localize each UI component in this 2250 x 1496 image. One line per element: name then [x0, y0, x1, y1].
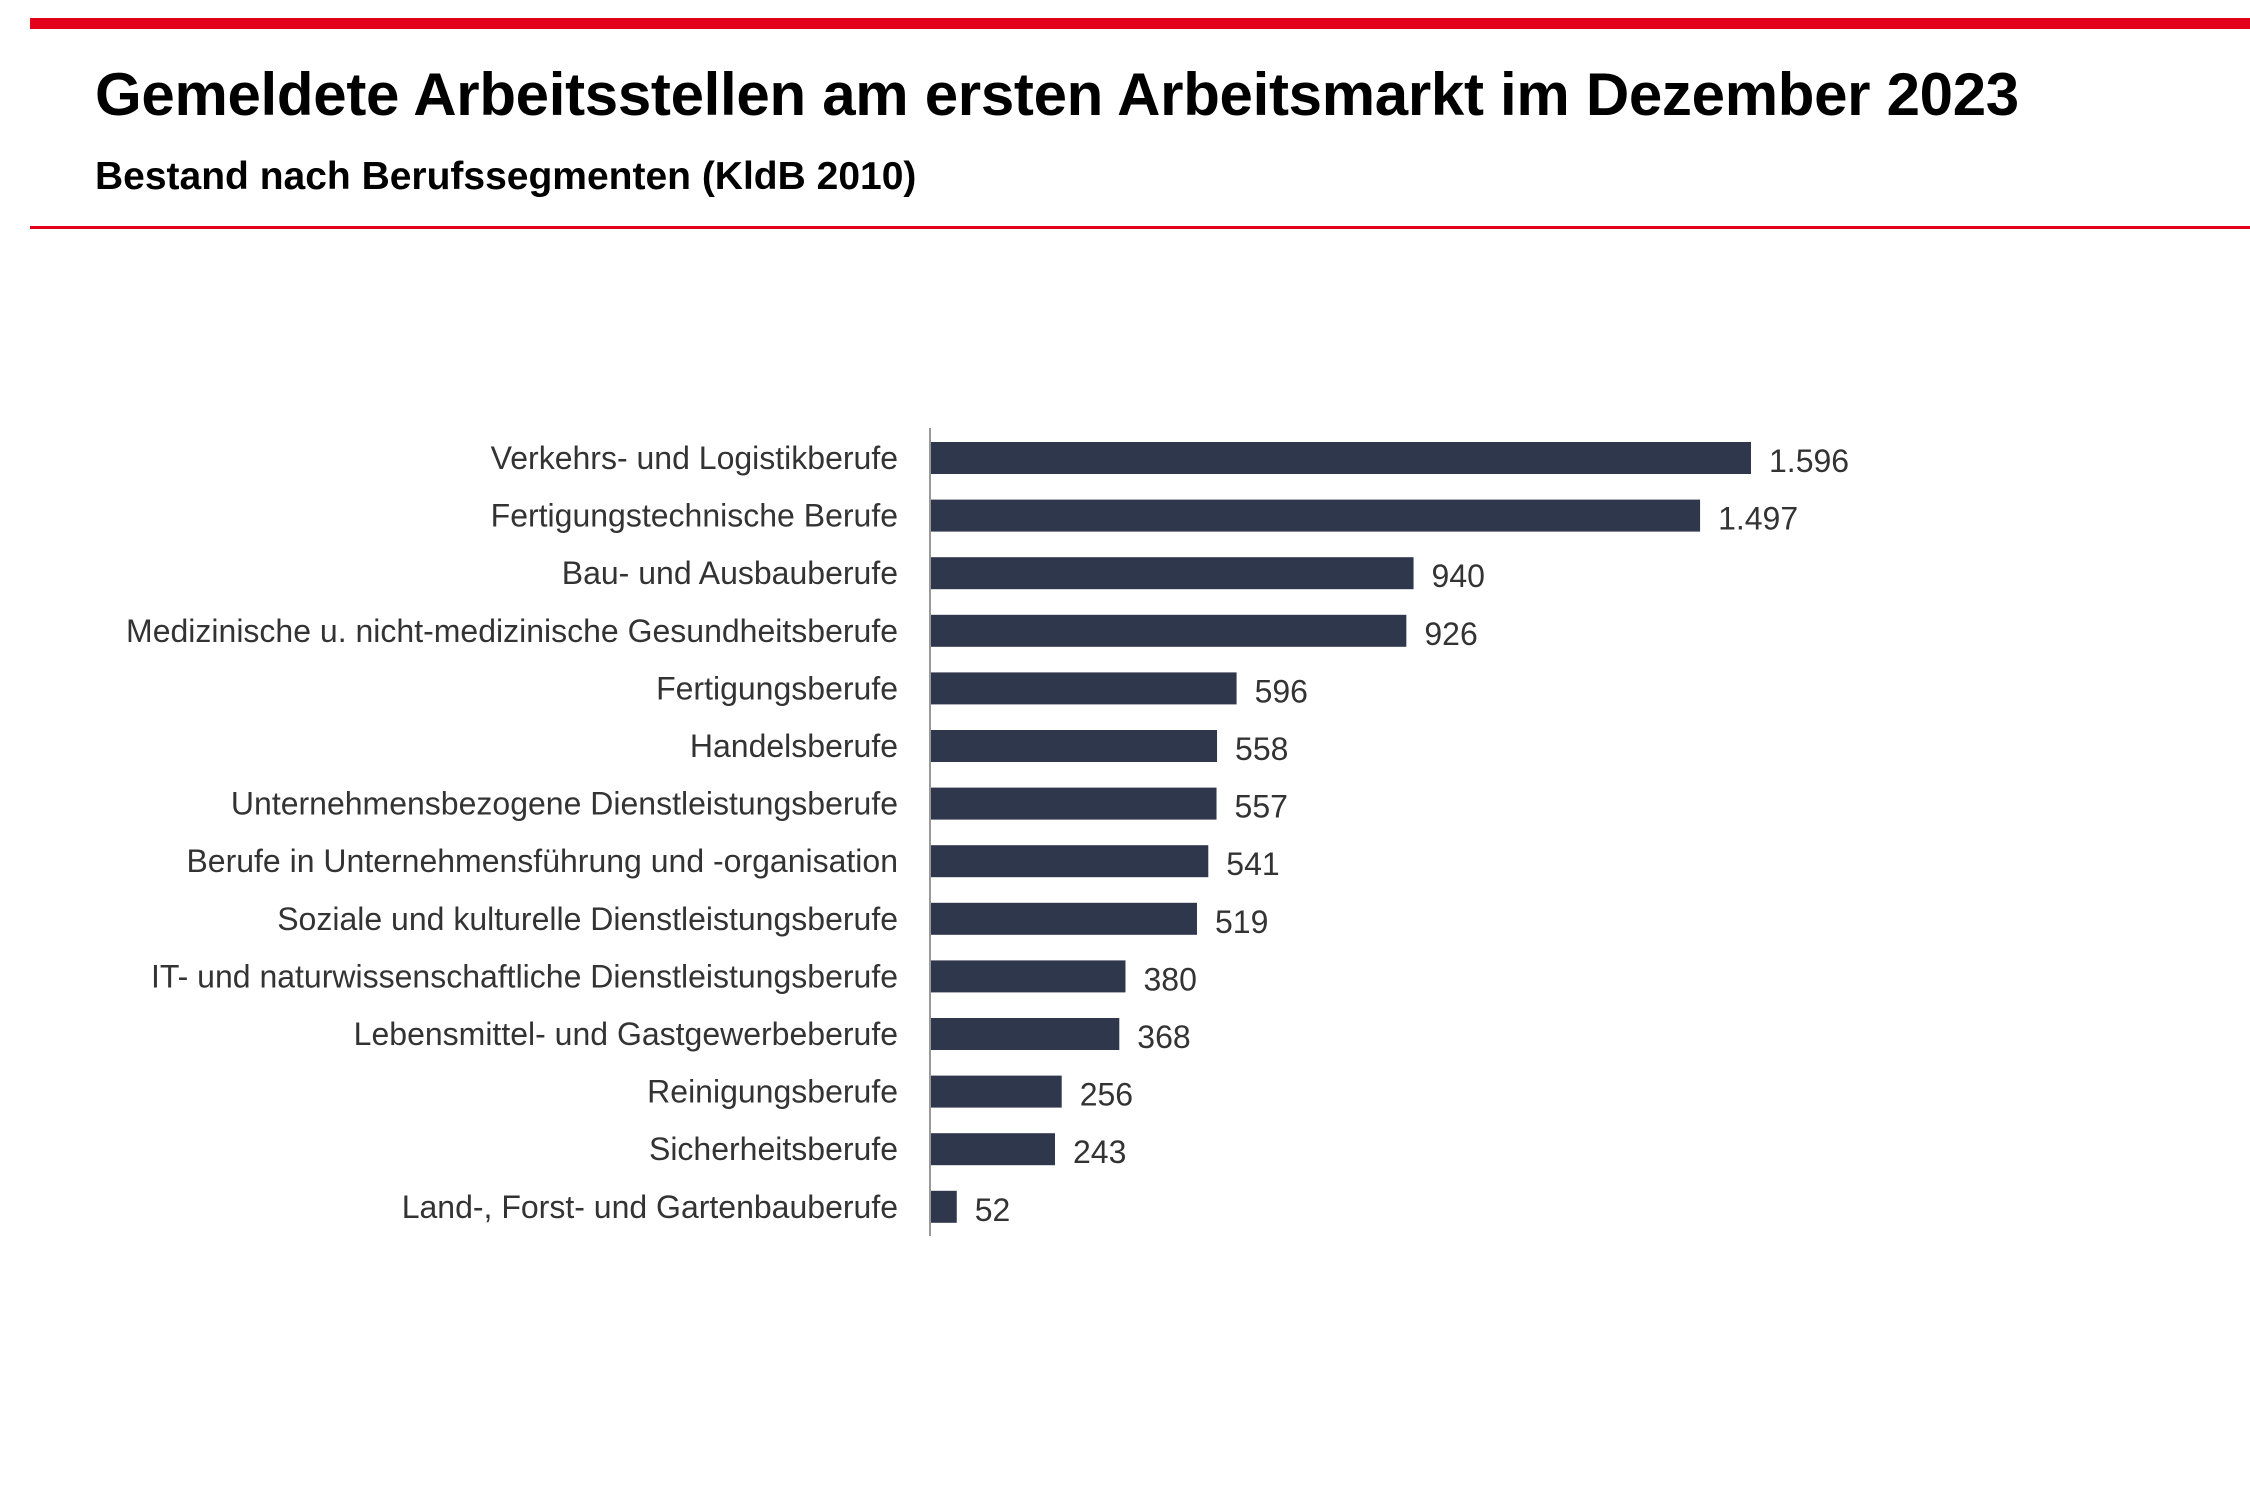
category-label: Verkehrs- und Logistikberufe	[491, 440, 898, 476]
top-accent-bar	[30, 18, 2250, 29]
bar	[930, 730, 1218, 762]
data-label: 926	[1424, 616, 1477, 652]
bar	[930, 499, 1701, 532]
category-label: Berufe in Unternehmensführung und -organ…	[186, 843, 898, 879]
bar	[930, 557, 1414, 590]
category-label: Fertigungsberufe	[656, 670, 898, 706]
chart-title: Gemeldete Arbeitsstellen am ersten Arbei…	[95, 61, 2019, 128]
bar	[930, 442, 1751, 474]
bar	[930, 1190, 957, 1223]
data-label: 243	[1073, 1134, 1126, 1170]
data-label: 940	[1432, 558, 1485, 594]
category-label: Unternehmensbezogene Dienstleistungsberu…	[231, 786, 898, 822]
bar	[930, 787, 1217, 820]
category-label: Reinigungsberufe	[647, 1074, 898, 1110]
bar	[930, 845, 1209, 878]
category-label: Land-, Forst- und Gartenbauberufe	[402, 1189, 898, 1225]
category-label: Fertigungstechnische Berufe	[491, 498, 898, 534]
bar	[930, 614, 1407, 647]
category-label: IT- und naturwissenschaftliche Dienstlei…	[151, 958, 898, 994]
category-label: Medizinische u. nicht-medizinische Gesun…	[126, 613, 898, 649]
data-label: 1.497	[1718, 501, 1798, 537]
data-label: 256	[1080, 1077, 1133, 1113]
data-label: 368	[1137, 1019, 1190, 1055]
data-label: 596	[1255, 673, 1308, 709]
category-label: Handelsberufe	[690, 728, 898, 764]
bar	[930, 1018, 1120, 1050]
category-label: Lebensmittel- und Gastgewerbeberufe	[354, 1016, 898, 1052]
data-label: 558	[1235, 731, 1288, 767]
bar	[930, 960, 1126, 993]
data-label: 557	[1235, 789, 1288, 825]
bar	[930, 1075, 1062, 1108]
bar	[930, 1133, 1056, 1166]
data-label: 519	[1215, 904, 1268, 940]
bar	[930, 902, 1197, 935]
chart-subtitle: Bestand nach Berufssegmenten (KldB 2010)	[95, 155, 917, 198]
data-label: 380	[1143, 961, 1196, 997]
data-label: 1.596	[1769, 443, 1849, 479]
category-label: Soziale und kulturelle Dienstleistungsbe…	[277, 901, 898, 937]
header-divider	[30, 226, 2250, 229]
data-label: 52	[975, 1192, 1011, 1228]
data-label: 541	[1226, 846, 1279, 882]
category-label: Sicherheitsberufe	[649, 1131, 898, 1167]
bar	[930, 672, 1237, 705]
category-label: Bau- und Ausbauberufe	[562, 555, 898, 591]
